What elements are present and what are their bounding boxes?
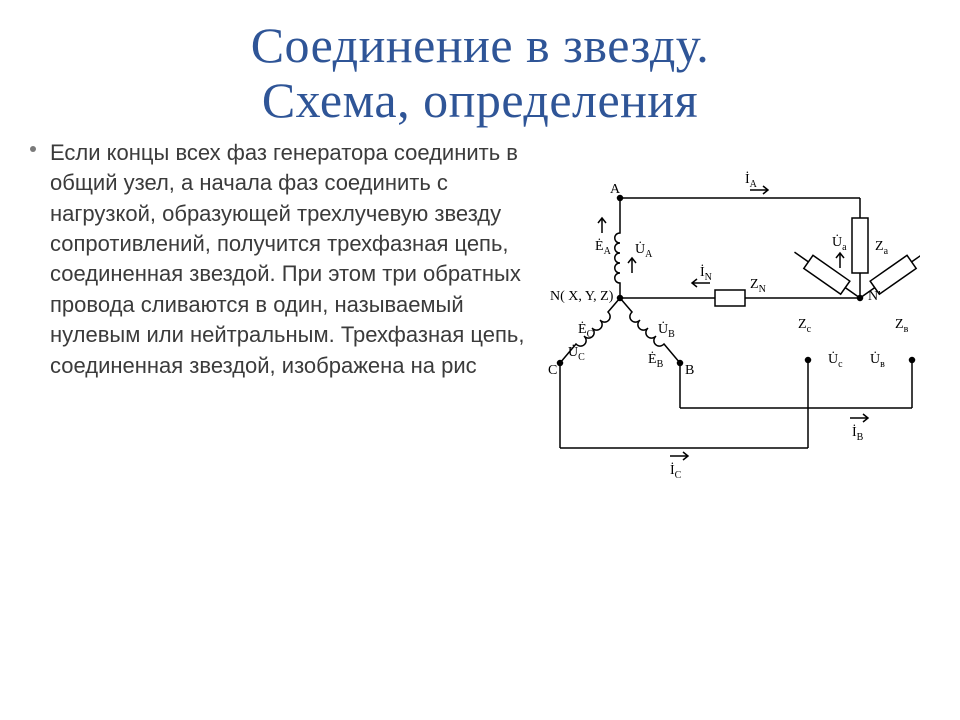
svg-text:İA: İA bbox=[745, 171, 758, 190]
body-text-col: Если концы всех фаз генератора соединить… bbox=[50, 138, 530, 503]
slide: Соединение в звезду. Схема, определения … bbox=[0, 0, 960, 720]
svg-text:U̇B: U̇B bbox=[658, 320, 675, 340]
label-Uc-sub: c bbox=[838, 359, 843, 370]
slide-title: Соединение в звезду. Схема, определения bbox=[0, 0, 960, 138]
label-IA-sub: A bbox=[750, 179, 758, 190]
label-UA: U̇ bbox=[635, 240, 645, 257]
label-EB-sub: B bbox=[657, 359, 664, 370]
svg-text:İN: İN bbox=[700, 264, 712, 283]
svg-text:ĖA: ĖA bbox=[595, 238, 612, 257]
label-IC-sub: C bbox=[675, 470, 682, 481]
label-B: B bbox=[685, 363, 694, 378]
svg-text:U̇a: U̇a bbox=[832, 233, 847, 253]
svg-text:ZN: ZN bbox=[750, 277, 766, 295]
svg-text:Za: Za bbox=[875, 239, 889, 257]
bullet-icon bbox=[30, 146, 36, 152]
title-line-2: Схема, определения bbox=[262, 72, 698, 128]
svg-text:U̇A: U̇A bbox=[635, 240, 653, 260]
label-Zb: Z bbox=[895, 317, 904, 332]
label-UB-sub: B bbox=[668, 329, 675, 340]
label-ZN: Z bbox=[750, 277, 759, 292]
label-UC: U̇ bbox=[568, 343, 578, 360]
label-EC: Ė bbox=[578, 321, 587, 337]
label-Zb-sub: в bbox=[904, 324, 909, 335]
svg-text:ĖC: ĖC bbox=[578, 321, 594, 340]
svg-text:Zc: Zc bbox=[798, 317, 812, 335]
label-Ub: U̇ bbox=[870, 350, 880, 367]
label-ZN-sub: N bbox=[759, 284, 766, 295]
svg-text:U̇c: U̇c bbox=[828, 350, 843, 370]
label-UC-sub: C bbox=[578, 352, 585, 363]
label-Za: Z bbox=[875, 239, 884, 254]
diagram-col: A B C İA Za bbox=[540, 138, 920, 503]
label-IB-sub: B bbox=[857, 432, 864, 443]
label-C: C bbox=[548, 363, 557, 378]
body-text: Если концы всех фаз генератора соединить… bbox=[50, 140, 524, 378]
svg-text:İC: İC bbox=[670, 462, 682, 481]
label-Ub-sub: в bbox=[880, 359, 885, 370]
circuit-diagram: A B C İA Za bbox=[540, 138, 920, 498]
svg-text:U̇в: U̇в bbox=[870, 350, 885, 370]
label-Za-sub: a bbox=[884, 246, 889, 257]
label-Zc: Z bbox=[798, 317, 807, 332]
label-Ua: U̇ bbox=[832, 233, 842, 250]
svg-text:ĖB: ĖB bbox=[648, 351, 664, 370]
label-A: A bbox=[610, 182, 621, 197]
svg-text:Zв: Zв bbox=[895, 317, 909, 335]
content-row: Если концы всех фаз генератора соединить… bbox=[0, 138, 960, 503]
title-line-1: Соединение в звезду. bbox=[251, 17, 710, 73]
label-Zc-sub: c bbox=[807, 324, 812, 335]
label-UB: U̇ bbox=[658, 320, 668, 337]
svg-text:İB: İB bbox=[852, 424, 864, 443]
label-IN-sub: N bbox=[705, 272, 712, 283]
label-UA-sub: A bbox=[645, 249, 653, 260]
label-N: N( X, Y, Z) bbox=[550, 289, 614, 304]
label-Uc: U̇ bbox=[828, 350, 838, 367]
label-EB: Ė bbox=[648, 351, 657, 367]
label-EC-sub: C bbox=[587, 329, 594, 340]
label-EA-sub: A bbox=[604, 246, 612, 257]
label-Ua-sub: a bbox=[842, 242, 847, 253]
label-EA: Ė bbox=[595, 238, 604, 254]
